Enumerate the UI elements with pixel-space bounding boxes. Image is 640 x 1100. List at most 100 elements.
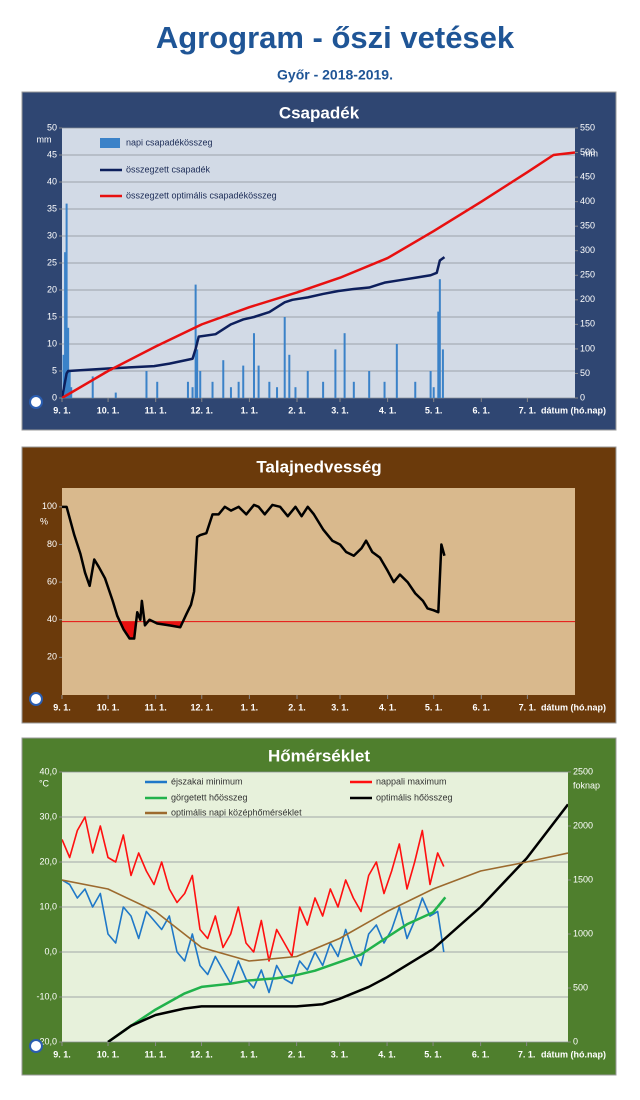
bar bbox=[252, 333, 255, 398]
y-tick-label: 40,0 bbox=[39, 766, 57, 776]
y-tick-label: 35 bbox=[47, 203, 57, 213]
legend-label: összegzett csapadék bbox=[126, 164, 211, 174]
bar bbox=[368, 371, 371, 398]
bar bbox=[145, 371, 148, 398]
x-tick-label: 1. 1. bbox=[241, 702, 259, 712]
legend-label: éjszakai minimum bbox=[171, 776, 243, 786]
y-tick-label: 15 bbox=[47, 311, 57, 321]
y2-tick-label: 150 bbox=[580, 319, 595, 329]
y-tick-label: 0 bbox=[52, 392, 57, 402]
y-tick-label: 40 bbox=[47, 614, 57, 624]
legend-label: összegzett optimális csapadékösszeg bbox=[126, 190, 277, 200]
y-axis-unit: % bbox=[40, 516, 48, 526]
y2-tick-label: 0 bbox=[580, 392, 585, 402]
legend-label: görgetett hőösszeg bbox=[171, 792, 248, 802]
line bbox=[62, 816, 445, 962]
y2-axis-unit: mm bbox=[583, 148, 598, 158]
chart-title: Csapadék bbox=[279, 103, 360, 122]
y-axis-unit: °C bbox=[39, 778, 50, 788]
bar bbox=[114, 392, 117, 398]
page-title: Agrogram - őszi vetések bbox=[156, 20, 515, 55]
y-tick-label: -20,0 bbox=[36, 1036, 57, 1046]
bar bbox=[306, 371, 309, 398]
legend-label: napi csapadékösszeg bbox=[126, 137, 213, 147]
line bbox=[62, 256, 446, 398]
bar bbox=[156, 381, 159, 398]
y-axis-unit: mm bbox=[37, 134, 52, 144]
line bbox=[62, 879, 445, 994]
x-tick-label: 12. 1. bbox=[191, 405, 214, 415]
y2-tick-label: 1000 bbox=[573, 928, 593, 938]
bar bbox=[67, 327, 70, 398]
x-tick-label: 11. 1. bbox=[145, 1049, 167, 1059]
y2-tick-label: 500 bbox=[573, 982, 588, 992]
x-tick-label: 5. 1. bbox=[425, 702, 443, 712]
line bbox=[107, 896, 447, 1042]
logo bbox=[29, 395, 43, 409]
bar bbox=[343, 333, 346, 398]
bar bbox=[68, 371, 71, 398]
y2-tick-label: 200 bbox=[580, 294, 595, 304]
bar bbox=[288, 354, 291, 398]
y-tick-label: 40 bbox=[47, 176, 57, 186]
x-tick-label: 9. 1. bbox=[53, 702, 71, 712]
plot-area bbox=[62, 488, 575, 695]
logo bbox=[29, 692, 43, 706]
bar bbox=[429, 371, 432, 398]
bar bbox=[191, 387, 194, 398]
x-axis-label: dátum (hó.nap) bbox=[541, 702, 606, 712]
x-tick-label: 3. 1. bbox=[331, 702, 349, 712]
bar bbox=[222, 360, 225, 398]
x-tick-label: 10. 1. bbox=[97, 702, 120, 712]
y2-tick-label: 2000 bbox=[573, 820, 593, 830]
y-tick-label: 10,0 bbox=[39, 901, 57, 911]
x-tick-label: 4. 1. bbox=[379, 702, 397, 712]
y-tick-label: 25 bbox=[47, 257, 57, 267]
bar bbox=[196, 349, 199, 398]
y-tick-label: 50 bbox=[47, 122, 57, 132]
bar bbox=[194, 284, 197, 398]
x-tick-label: 12. 1. bbox=[190, 1049, 213, 1059]
y2-tick-label: 450 bbox=[580, 171, 595, 181]
x-tick-label: 2. 1. bbox=[288, 405, 306, 415]
y2-tick-label: 300 bbox=[580, 245, 595, 255]
y-tick-label: 20,0 bbox=[39, 856, 57, 866]
bar bbox=[438, 279, 441, 398]
y2-tick-label: 1500 bbox=[573, 874, 593, 884]
bar bbox=[294, 387, 297, 398]
bar bbox=[334, 349, 337, 398]
x-tick-label: 10. 1. bbox=[97, 405, 120, 415]
legend-label: optimális hőösszeg bbox=[376, 792, 453, 802]
bar bbox=[257, 365, 260, 398]
y-tick-label: 20 bbox=[47, 284, 57, 294]
line bbox=[62, 151, 575, 398]
bar bbox=[199, 371, 202, 398]
x-tick-label: 2. 1. bbox=[288, 1049, 306, 1059]
bar bbox=[64, 252, 67, 398]
x-tick-label: 4. 1. bbox=[379, 405, 397, 415]
y2-tick-label: 550 bbox=[580, 122, 595, 132]
bar bbox=[322, 381, 325, 398]
y2-tick-label: 0 bbox=[573, 1036, 578, 1046]
y-tick-label: 30,0 bbox=[39, 811, 57, 821]
bar bbox=[237, 381, 240, 398]
x-tick-label: 5. 1. bbox=[424, 1049, 442, 1059]
y-tick-label: -10,0 bbox=[36, 991, 57, 1001]
y2-tick-label: 250 bbox=[580, 270, 595, 280]
x-tick-label: 6. 1. bbox=[473, 702, 491, 712]
y-tick-label: 45 bbox=[47, 149, 57, 159]
x-tick-label: 4. 1. bbox=[378, 1049, 396, 1059]
x-tick-label: 5. 1. bbox=[425, 405, 443, 415]
bar bbox=[186, 381, 189, 398]
bar bbox=[437, 311, 440, 398]
bar bbox=[91, 376, 94, 398]
bar bbox=[352, 381, 355, 398]
x-axis-label: dátum (hó.nap) bbox=[541, 1049, 606, 1059]
bar bbox=[268, 381, 271, 398]
x-tick-label: 7. 1. bbox=[519, 405, 537, 415]
x-tick-label: 7. 1. bbox=[518, 1049, 536, 1059]
x-tick-label: 11. 1. bbox=[145, 702, 167, 712]
y-tick-label: 100 bbox=[42, 501, 57, 511]
page-subtitle: Győr - 2018-2019. bbox=[277, 67, 393, 83]
